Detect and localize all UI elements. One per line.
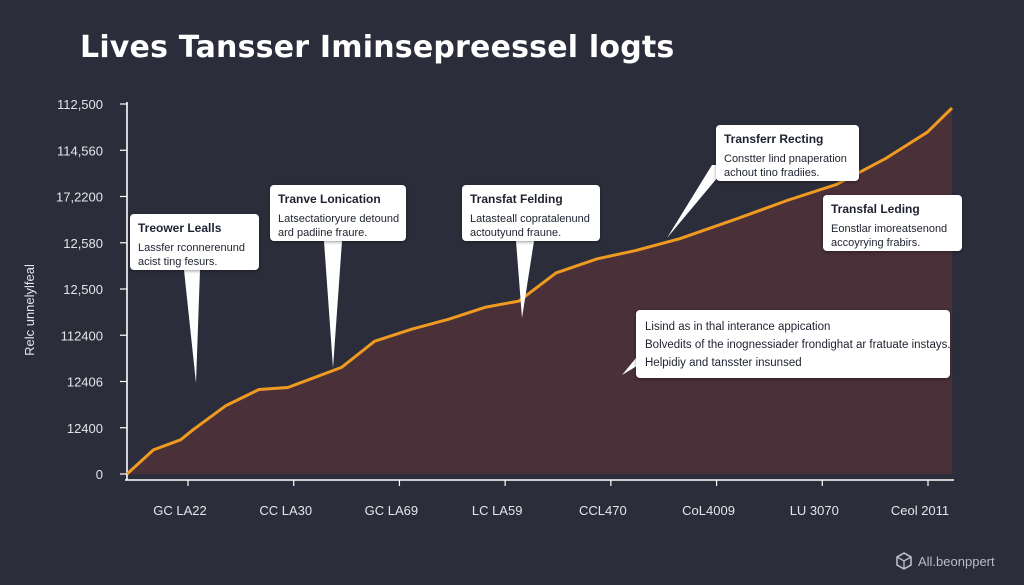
callout-box: Transferr Recting Constter lind pnaperat…: [716, 125, 859, 181]
callout-box: Tranve Lonication Latsectatioryure detou…: [270, 185, 406, 241]
callout-box: Transfal Leding Eonstlar imoreatsenond a…: [823, 195, 962, 251]
callout-pointer: [324, 241, 342, 368]
callout-text: Lassfer rconnerenund: [138, 242, 246, 254]
box-logo-icon: [896, 552, 912, 570]
callout-text: Bolvedits of the inognessiader frondigha…: [645, 339, 951, 351]
y-tick-label: 12406: [67, 375, 103, 390]
x-tick-label: CoL4009: [682, 503, 735, 518]
callout-title: Transfal Leding: [831, 202, 920, 216]
series-line: [125, 106, 954, 476]
callout-text: Latasteall copratalenund: [470, 213, 590, 225]
area-layer: [125, 106, 954, 476]
callout-pointers: [184, 165, 728, 383]
y-tick-label: 0: [96, 467, 103, 482]
callout-text: Constter lind pnaperation: [724, 153, 847, 165]
y-axis-label: Relc unnelylfeal: [22, 264, 37, 356]
y-tick-label: 17,2200: [56, 190, 103, 205]
callout-title: Transferr Recting: [724, 132, 824, 146]
callout-text: Eonstlar imoreatsenond: [831, 223, 948, 235]
watermark-text: All.beonppert: [918, 553, 995, 569]
callout-title: Treower Lealls: [138, 221, 222, 235]
y-tick-label: 12,580: [63, 236, 103, 251]
watermark: All.beonppert: [895, 552, 995, 570]
callout-text: Latsectatioryure detound: [278, 213, 400, 225]
x-tick-label: LC LA59: [472, 503, 523, 518]
callout-pointer: [667, 165, 728, 238]
callout-text: Lisind as in thal interance appication: [645, 321, 831, 333]
callout-box: Transfat Felding Latasteall copratalenun…: [462, 185, 600, 241]
y-tick-label: 112,500: [57, 97, 103, 112]
callout-title: Transfat Felding: [470, 192, 563, 206]
callout-text: Helpidiy and tansster insunsed: [645, 357, 802, 369]
x-tick-label: GC LA69: [365, 503, 418, 518]
callout-pointer: [516, 241, 534, 318]
x-tick-label: Ceol 2011: [891, 503, 949, 518]
callout-title: Tranve Lonication: [278, 192, 381, 206]
callout-text: achout tino fradiies.: [724, 167, 820, 179]
x-tick-label: LU 3070: [790, 503, 839, 518]
axes: [125, 102, 954, 481]
y-tick-label: 12400: [67, 421, 103, 436]
x-tick-label: CC LA30: [259, 503, 312, 518]
series-area: [127, 108, 952, 474]
callout-text: ard padiine fraure.: [278, 227, 368, 239]
x-tick-label: CCL470: [579, 503, 627, 518]
callout-box: Lisind as in thal interance appication B…: [636, 310, 951, 378]
callout-box: Treower Lealls Lassfer rconnerenund acis…: [130, 214, 259, 270]
y-tick-labels: 112,500 114,560 17,2200 12,580 12,500 112400 1…: [56, 97, 127, 482]
callout-text: actoutyund fraune.: [470, 227, 562, 239]
y-tick-label: 114,560: [57, 143, 103, 158]
y-tick-label: 112400: [61, 328, 103, 343]
callout-text: acist ting fesurs.: [138, 256, 218, 268]
x-tick-labels: GC LA22 CC LA30 GC LA69 LC LA59 CCL470 CoL400…: [153, 480, 949, 518]
callout-pointer: [184, 270, 200, 383]
chart-title: Lives Tansser Iminsepreessel logts: [80, 30, 675, 65]
callout-text: accoyrying frabirs.: [831, 237, 921, 249]
x-tick-label: GC LA22: [153, 503, 206, 518]
y-tick-label: 12,500: [63, 282, 103, 297]
